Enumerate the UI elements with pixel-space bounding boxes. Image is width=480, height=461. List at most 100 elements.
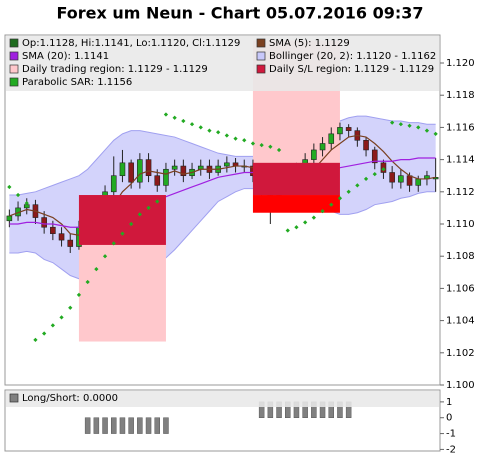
legend-swatch [9,38,19,48]
y-tick-label: 1.114 [446,155,475,166]
legend-label: Parabolic SAR: 1.1156 [22,77,132,88]
region [252,162,340,196]
sar-dot [303,220,308,225]
sar-dot [137,212,142,217]
sar-dot [233,136,238,141]
candle-body [345,127,352,131]
candle-body [154,175,161,186]
legend-swatch [9,51,19,61]
bar [154,417,160,434]
legend-label: Op:1.1128, Hi:1.1141, Lo:1.1120, Cl:1.11… [22,38,240,49]
sar-dot [242,138,247,143]
sar-dot [189,122,195,127]
sar-dot [111,241,116,246]
sar-dot [7,184,12,190]
sar-dot [224,133,229,138]
sar-dot [181,118,186,124]
y-tick-label: 1.116 [446,122,475,133]
band-upper [9,115,436,196]
y-tick-label: 1.112 [446,187,475,198]
candle-body [311,149,317,160]
y-tick-label: 1.104 [446,316,475,327]
sar-dot [346,189,351,194]
sar-dot [337,196,343,201]
candle-body [58,233,65,241]
candle-body [145,159,152,177]
y-tick-label: -2 [446,444,456,455]
sar-dot [259,142,264,148]
legend-swatch [9,393,19,403]
sar-dot [172,115,177,120]
legend-swatch [256,64,266,74]
candle-body [328,133,335,144]
sar-dot [163,112,169,117]
candle-body [363,139,369,151]
candle-body [41,217,47,228]
sar-dot [268,144,273,149]
sar-dot [102,254,108,259]
sar-dot [120,231,125,236]
sar-dot [320,209,325,214]
y-tick-label: 1.102 [446,348,475,359]
sar-dot [15,192,21,198]
legend-label: Daily trading region: 1.1129 - 1.1129 [22,64,208,75]
sar-dot [24,200,29,206]
candle-body [128,162,134,183]
legend-label: Long/Short: 0.0000 [22,393,118,404]
candle-body [180,165,187,177]
sar-dot [198,125,203,130]
sar-dot [294,225,299,230]
sar-dot [355,183,360,188]
candle-body [6,215,13,222]
sar-dot [381,167,386,172]
y-tick-label: 1.106 [446,283,475,294]
sar-dot [250,141,256,146]
y-tick-label: 1.118 [446,90,475,101]
region [78,195,166,245]
legend-label: Daily S/L region: 1.1129 - 1.1129 [269,64,434,75]
bar [102,417,108,434]
legend-label: Bollinger (20, 2): 1.1120 - 1.1162 [269,51,436,62]
bar [128,417,134,434]
y-tick-label: 1.120 [446,58,475,69]
bar [119,417,126,434]
region [252,195,340,213]
sar-dot [363,176,369,182]
legend-swatch [9,64,19,74]
candle-body [337,127,343,135]
legend-label: SMA (5): 1.1129 [269,38,350,49]
sar-dot [424,128,430,133]
legend-swatch [9,77,19,87]
sar-dot [433,131,438,136]
candle-body [163,168,169,186]
candle-body [371,149,378,164]
legend-box [6,36,439,91]
bar [137,417,143,434]
candle-body [224,162,230,167]
bar [163,417,169,434]
candle-body [319,143,326,151]
candle-body [50,226,56,234]
bar [111,417,117,434]
legend-swatch [256,38,266,48]
sar-dot [155,199,160,204]
y-tick-label: 1.108 [446,251,475,262]
sar-dot [285,228,290,233]
candle-body [406,175,413,186]
sar-dot [216,130,221,135]
candle-body [415,178,422,186]
sar-dot [311,215,316,220]
y-tick-label: 0 [446,413,452,424]
candle-body [398,175,404,183]
candle-body [110,175,117,193]
sar-dot [146,205,151,211]
y-tick-label: 1 [446,397,452,408]
legend-swatch [256,51,266,61]
legend-box [6,391,439,407]
candle-body [171,165,178,170]
candle-body [137,159,143,183]
y-tick-label: -1 [446,429,456,440]
candle-body [67,239,74,247]
